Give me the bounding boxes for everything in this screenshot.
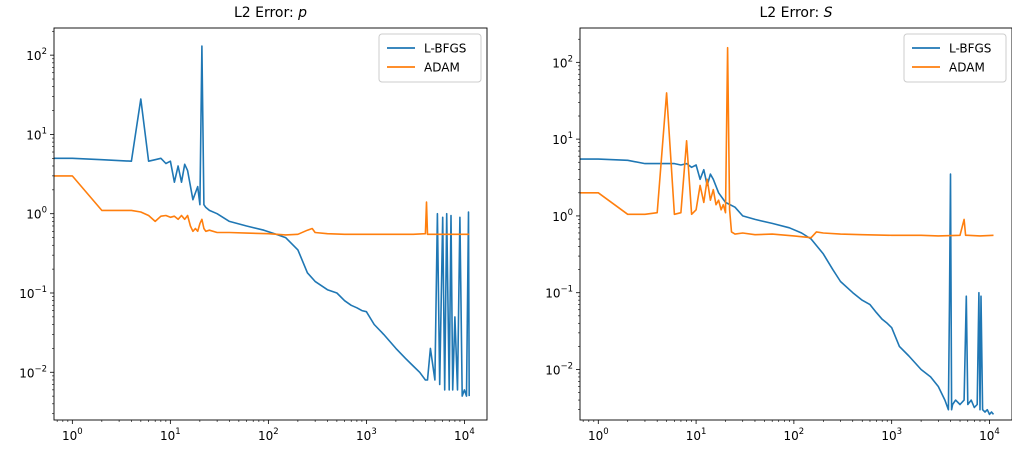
plot-frame: [53, 27, 488, 421]
y-tick-label-exp: 0: [42, 206, 47, 216]
x-tick-label-exp: 4: [994, 427, 999, 437]
x-tick-label-base: 10: [588, 429, 603, 443]
y-tick-label-base: 10: [552, 56, 567, 70]
legend-label-2: ADAM: [949, 61, 985, 75]
y-tick-label-1: 10−1: [545, 285, 573, 301]
x-tick-label-exp: 3: [371, 427, 376, 437]
x-tick-label-base: 10: [62, 429, 77, 443]
series-group: [580, 46, 995, 416]
x-tick-label-exp: 1: [701, 427, 706, 437]
x-tick-label-2: 102: [784, 427, 805, 443]
x-tick-label-base: 10: [258, 429, 273, 443]
y-tick-label-0: 10−2: [19, 364, 47, 380]
y-tick-label-exp: −2: [560, 362, 573, 372]
x-tick-label-base: 10: [454, 429, 469, 443]
x-tick-label-base: 10: [784, 429, 799, 443]
y-tick-label-0: 10−2: [545, 362, 573, 378]
series-line-l-bfgs: [54, 45, 471, 397]
y-tick-label-exp: 0: [568, 208, 573, 218]
legend: L-BFGS ADAM: [378, 33, 482, 83]
x-tick-label-exp: 1: [175, 427, 180, 437]
series-line-l-bfgs: [580, 158, 995, 416]
x-tick-label-2: 102: [258, 427, 279, 443]
x-tick-label-0: 100: [588, 427, 609, 443]
chart-title: L2 Error: p: [234, 5, 307, 21]
x-tick-label-exp: 3: [897, 427, 902, 437]
x-tick-label-exp: 0: [603, 427, 608, 437]
y-tick-label-base: 10: [545, 287, 560, 301]
x-tick-label-base: 10: [160, 429, 175, 443]
y-tick-label-3: 101: [552, 131, 573, 147]
legend-label-1: L-BFGS: [424, 42, 466, 56]
y-tick-label-4: 102: [552, 54, 573, 70]
y-tick-label-exp: −1: [560, 285, 573, 295]
series-line-adam: [580, 46, 994, 239]
legend: L-BFGS ADAM: [903, 33, 1007, 83]
chart-title-text: L2 Error:: [759, 5, 823, 21]
x-tick-label-base: 10: [686, 429, 701, 443]
y-tick-label-base: 10: [552, 133, 567, 147]
x-tick-label-4: 104: [454, 427, 475, 443]
y-tick-label-exp: 1: [42, 126, 47, 136]
x-tick-label-3: 103: [881, 427, 902, 443]
y-tick-label-4: 102: [26, 47, 47, 63]
x-tick-label-exp: 4: [469, 427, 474, 437]
y-tick-label-exp: −1: [34, 285, 47, 295]
series-line-adam: [54, 175, 470, 236]
x-tick-label-4: 104: [979, 427, 1000, 443]
x-tick-label-1: 101: [686, 427, 707, 443]
y-tick-label-2: 100: [26, 206, 47, 222]
y-tick-label-2: 100: [552, 208, 573, 224]
y-tick-label-exp: 2: [568, 54, 573, 64]
chart-title-text: L2 Error:: [234, 5, 298, 21]
series-group: [54, 45, 471, 397]
y-tick-label-3: 101: [26, 126, 47, 142]
y-tick-label-base: 10: [545, 364, 560, 378]
x-tick-label-base: 10: [356, 429, 371, 443]
y-tick-label-1: 10−1: [19, 285, 47, 301]
chart-title-variable: p: [297, 5, 307, 21]
y-tick-label-base: 10: [19, 287, 34, 301]
chart-title: L2 Error: S: [759, 5, 832, 21]
y-tick-label-exp: 1: [568, 131, 573, 141]
x-tick-label-exp: 2: [273, 427, 278, 437]
chart-title-variable: S: [824, 5, 833, 21]
x-tick-label-base: 10: [979, 429, 994, 443]
legend-label-2: ADAM: [424, 61, 460, 75]
y-tick-label-exp: −2: [34, 364, 47, 374]
plot-frame: [579, 27, 1012, 421]
x-tick-label-0: 100: [62, 427, 83, 443]
y-tick-label-base: 10: [19, 366, 34, 380]
x-tick-label-base: 10: [881, 429, 896, 443]
legend-label-1: L-BFGS: [949, 42, 991, 56]
y-tick-label-base: 10: [26, 128, 41, 142]
x-tick-label-1: 101: [160, 427, 181, 443]
x-tick-label-exp: 2: [799, 427, 804, 437]
y-tick-label-base: 10: [26, 49, 41, 63]
x-tick-label-3: 103: [356, 427, 377, 443]
y-tick-label-exp: 2: [42, 47, 47, 57]
legend-box: [378, 33, 482, 83]
x-tick-label-exp: 0: [77, 427, 82, 437]
y-tick-label-base: 10: [26, 208, 41, 222]
y-tick-label-base: 10: [552, 210, 567, 224]
legend-box: [903, 33, 1007, 83]
